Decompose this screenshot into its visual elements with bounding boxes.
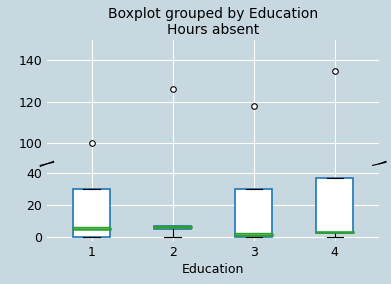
Bar xyxy=(316,273,353,284)
Bar xyxy=(154,225,191,229)
Bar xyxy=(235,189,272,237)
X-axis label: Education: Education xyxy=(182,264,244,276)
Bar xyxy=(316,178,353,233)
Bar xyxy=(73,189,110,237)
Title: Boxplot grouped by Education
Hours absent: Boxplot grouped by Education Hours absen… xyxy=(108,7,318,37)
